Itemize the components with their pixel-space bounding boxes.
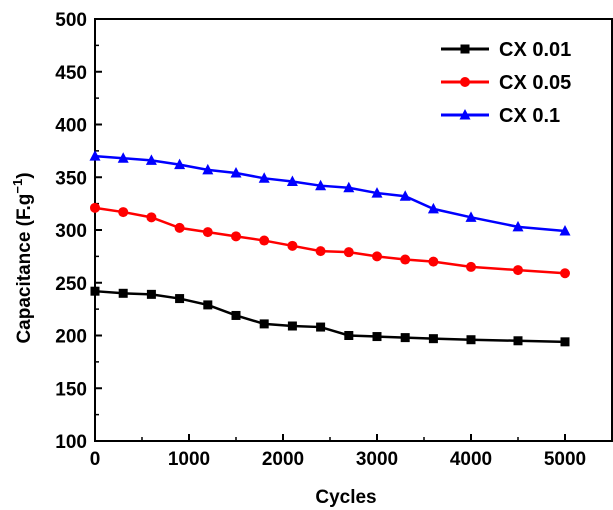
data-point [118, 288, 128, 298]
legend-label: CX 0.05 [499, 72, 571, 94]
legend-marker [459, 109, 471, 120]
data-point [400, 254, 411, 265]
y-axis-title-sup: −1 [10, 179, 25, 194]
y-axis-title-end: ) [14, 172, 35, 178]
series-line [94, 154, 566, 233]
data-point [513, 265, 523, 276]
data-point [231, 231, 241, 242]
data-point [174, 222, 185, 233]
data-point [344, 331, 354, 340]
data-point [560, 337, 570, 347]
data-point [118, 207, 129, 218]
series-line [94, 289, 566, 344]
data-point [259, 235, 270, 246]
data-point [175, 294, 185, 304]
data-point [231, 310, 241, 320]
data-point [90, 286, 100, 296]
data-point [466, 261, 476, 272]
data-point [428, 256, 439, 267]
data-point [146, 212, 157, 223]
legend: CX 0.01 CX 0.05 CX 0.1 [441, 39, 571, 127]
ticks: 0 1000 2000 3000 4000 5000 100 150 200 250 300 350 4… [55, 10, 586, 470]
y-tick-label: 250 [55, 274, 87, 295]
legend-marker [460, 44, 470, 54]
data-point [428, 334, 438, 344]
series-2 [90, 202, 570, 279]
y-tick-label: 200 [55, 327, 87, 348]
series [89, 150, 571, 347]
y-tick-label: 300 [55, 221, 87, 242]
data-point [174, 158, 186, 170]
legend-marker [460, 77, 470, 87]
data-point [315, 246, 326, 257]
data-point [90, 202, 100, 213]
data-point [513, 336, 523, 346]
data-point [117, 152, 129, 163]
data-point [259, 319, 269, 329]
data-point [400, 333, 410, 343]
data-point [287, 240, 298, 251]
y-tick-label: 400 [55, 116, 87, 137]
series-1 [90, 286, 570, 347]
x-tick-label: 1000 [168, 449, 210, 470]
data-point [315, 179, 327, 191]
y-axis-title: Capacitance (F.g−1) [10, 172, 35, 343]
x-tick-label: 3000 [356, 449, 398, 470]
y-tick-label: 450 [55, 63, 87, 84]
data-point [466, 335, 476, 345]
data-point [89, 150, 101, 161]
data-point [372, 251, 382, 262]
data-point [512, 220, 524, 232]
data-point [372, 332, 382, 342]
data-point [230, 167, 242, 178]
data-point [287, 321, 297, 331]
y-tick-label: 100 [55, 432, 87, 453]
x-tick-label: 4000 [450, 449, 492, 470]
x-tick-label: 0 [90, 449, 101, 470]
data-point [559, 225, 571, 236]
series-3 [89, 150, 571, 236]
y-tick-label: 150 [55, 379, 87, 400]
data-point [202, 227, 213, 238]
legend-label: CX 0.01 [499, 39, 571, 61]
legend-entry: CX 0.01 [441, 39, 571, 61]
x-axis-title: Cycles [315, 487, 376, 508]
legend-entry: CX 0.1 [441, 105, 560, 127]
data-point [343, 181, 355, 193]
data-point [465, 211, 477, 222]
data-point [202, 163, 214, 175]
data-point [427, 202, 439, 214]
legend-entry: CX 0.05 [441, 72, 571, 94]
data-point [286, 175, 298, 186]
x-tick-label: 5000 [544, 449, 586, 470]
series-line [94, 206, 566, 275]
y-tick-label: 500 [55, 10, 87, 31]
data-point [146, 289, 156, 299]
data-point [316, 322, 326, 332]
x-tick-label: 2000 [262, 449, 304, 470]
legend-label: CX 0.1 [499, 105, 560, 127]
y-tick-label: 350 [55, 168, 87, 189]
data-point [343, 247, 354, 258]
data-point [258, 172, 270, 183]
data-point [203, 300, 213, 310]
data-point [399, 190, 411, 201]
data-point [371, 187, 383, 198]
y-axis-title-main: Capacitance (F.g [14, 194, 35, 344]
data-point [145, 154, 157, 165]
data-point [560, 268, 570, 279]
